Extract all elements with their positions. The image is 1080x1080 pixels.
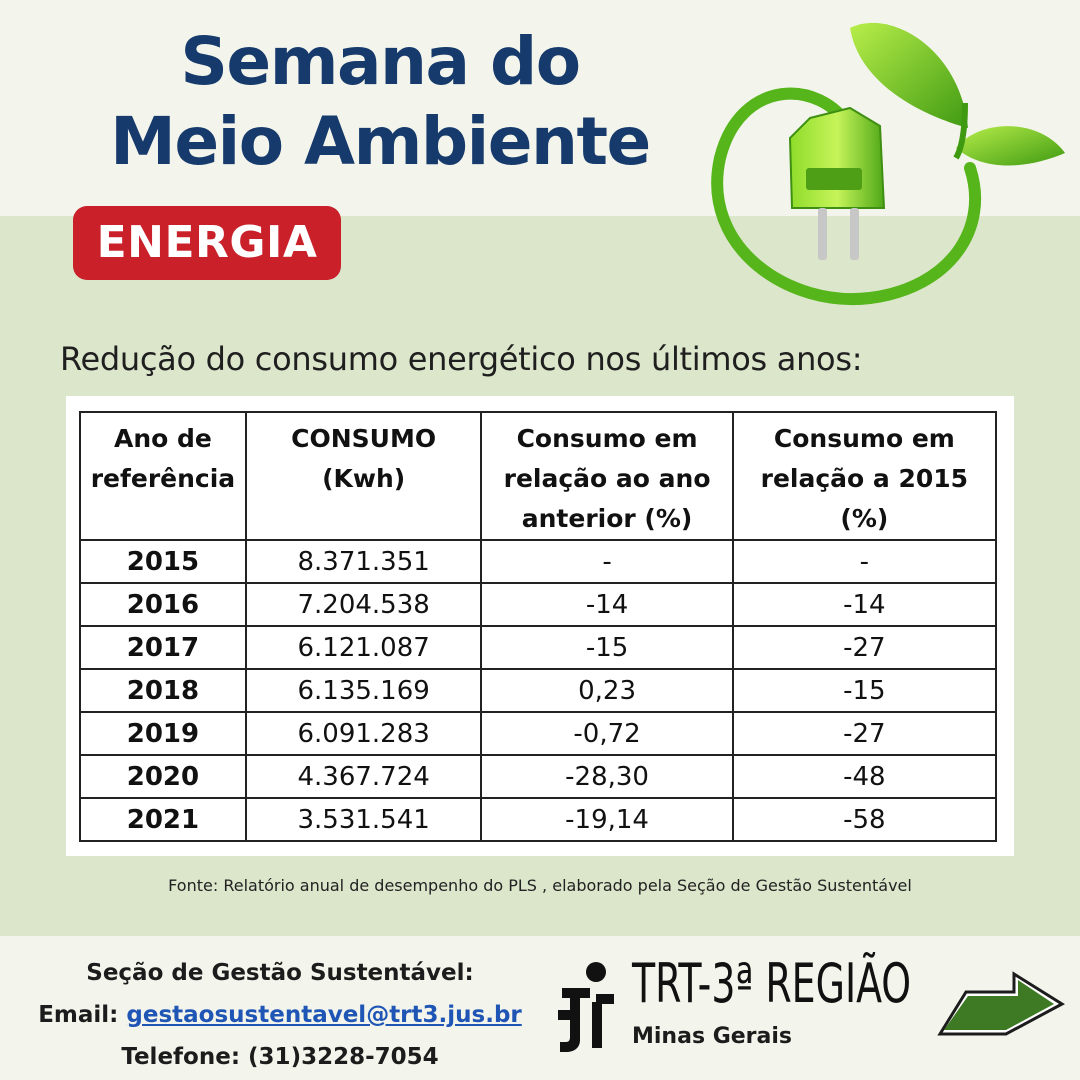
- table-row: 2018 6.135.169 0,23 -15: [79, 668, 998, 713]
- cell-year: 2017: [79, 625, 247, 670]
- cell-year: 2016: [79, 582, 247, 627]
- cell-consumption: 4.367.724: [244, 754, 483, 799]
- table-row: 2021 3.531.541 -19,14 -58: [79, 797, 998, 842]
- cell-year: 2015: [79, 539, 247, 584]
- cell-vs-previous: -: [480, 539, 734, 584]
- contact-phone-line: Telefone: (31)3228-7054: [20, 1036, 540, 1078]
- cell-vs-previous: -15: [480, 625, 734, 670]
- table-header-row: Ano de referência CONSUMO (Kwh) Consumo …: [79, 411, 998, 541]
- table-card: Ano de referência CONSUMO (Kwh) Consumo …: [66, 396, 1014, 856]
- plug-leaf-icon: [711, 22, 1065, 306]
- contact-block: Seção de Gestão Sustentável: Email: gest…: [20, 952, 540, 1078]
- title-line-2: Meio Ambiente: [110, 103, 651, 180]
- cell-vs-2015: -48: [731, 754, 998, 799]
- energy-badge: ENERGIA: [73, 206, 341, 280]
- trt-logo-icon: [558, 962, 614, 1052]
- source-note: Fonte: Relatório anual de desempenho do …: [168, 876, 912, 895]
- chart-subtitle: Redução do consumo energético nos último…: [60, 340, 863, 378]
- header-year: Ano de referência: [79, 411, 247, 541]
- cell-year: 2019: [79, 711, 247, 756]
- cell-consumption: 6.121.087: [244, 625, 483, 670]
- email-link[interactable]: gestaosustentavel@trt3.jus.br: [126, 1002, 522, 1028]
- cell-year: 2018: [79, 668, 247, 713]
- cell-consumption: 6.091.283: [244, 711, 483, 756]
- page-title: Semana do Meio Ambiente: [60, 22, 700, 182]
- cell-vs-previous: -28,30: [480, 754, 734, 799]
- logo-name: TRT-3ª REGIÃO: [632, 952, 912, 1015]
- header-vs-2015: Consumo em relação a 2015 (%): [731, 411, 998, 541]
- title-line-1: Semana do: [180, 23, 581, 100]
- table-row: 2017 6.121.087 -15 -27: [79, 625, 998, 670]
- logo-subtitle: Minas Gerais: [632, 1024, 793, 1049]
- cell-consumption: 7.204.538: [244, 582, 483, 627]
- cell-vs-2015: -14: [731, 582, 998, 627]
- table-row: 2015 8.371.351 - -: [79, 539, 998, 584]
- cell-vs-2015: -15: [731, 668, 998, 713]
- header-vs-previous: Consumo em relação ao ano anterior (%): [480, 411, 734, 541]
- cell-vs-previous: -14: [480, 582, 734, 627]
- contact-email-line: Email: gestaosustentavel@trt3.jus.br: [20, 994, 540, 1036]
- consumption-table: Ano de referência CONSUMO (Kwh) Consumo …: [79, 411, 998, 842]
- contact-section: Seção de Gestão Sustentável:: [86, 960, 474, 986]
- cell-consumption: 6.135.169: [244, 668, 483, 713]
- footer-band: [0, 936, 1080, 1080]
- phone-label: Telefone:: [121, 1044, 241, 1070]
- cell-vs-previous: -0,72: [480, 711, 734, 756]
- table-row: 2019 6.091.283 -0,72 -27: [79, 711, 998, 756]
- cell-year: 2021: [79, 797, 247, 842]
- email-label: Email:: [38, 1002, 119, 1028]
- table-row: 2016 7.204.538 -14 -14: [79, 582, 998, 627]
- cell-vs-previous: 0,23: [480, 668, 734, 713]
- cell-vs-2015: -27: [731, 711, 998, 756]
- cell-year: 2020: [79, 754, 247, 799]
- cell-vs-previous: -19,14: [480, 797, 734, 842]
- cell-vs-2015: -58: [731, 797, 998, 842]
- cell-vs-2015: -: [731, 539, 998, 584]
- phone-number: (31)3228-7054: [248, 1044, 439, 1070]
- next-arrow-icon[interactable]: [936, 968, 1066, 1038]
- cell-vs-2015: -27: [731, 625, 998, 670]
- cell-consumption: 3.531.541: [244, 797, 483, 842]
- table-row: 2020 4.367.724 -28,30 -48: [79, 754, 998, 799]
- header-consumption: CONSUMO (Kwh): [244, 411, 483, 541]
- cell-consumption: 8.371.351: [244, 539, 483, 584]
